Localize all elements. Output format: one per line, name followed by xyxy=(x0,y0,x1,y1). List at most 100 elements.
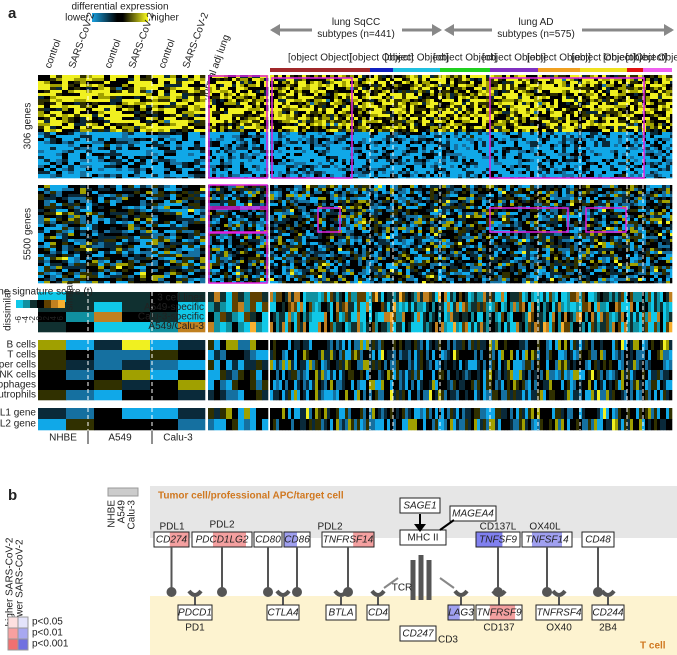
heat-cell xyxy=(240,153,245,157)
heat-cell xyxy=(414,171,419,175)
heat-cell xyxy=(176,162,183,166)
heat-cell xyxy=(322,141,327,145)
heat-cell xyxy=(450,84,455,88)
heat-cell xyxy=(602,156,607,160)
heat-cell xyxy=(342,81,347,85)
heat-cell xyxy=(554,87,559,91)
heat-cell xyxy=(574,93,579,97)
heat-cell xyxy=(518,102,523,106)
heat-cell xyxy=(92,141,99,145)
heat-cell xyxy=(434,129,439,133)
heat-cell xyxy=(462,159,467,163)
heat-cell xyxy=(282,171,287,175)
heat-cell xyxy=(546,144,551,148)
heat-cell xyxy=(274,174,279,178)
heat-cell xyxy=(228,96,233,100)
heat-cell xyxy=(602,174,607,178)
heat-cell xyxy=(236,126,241,130)
heat-cell xyxy=(244,159,249,163)
heat-cell xyxy=(394,93,399,97)
heat-cell xyxy=(378,99,383,103)
heat-cell xyxy=(418,150,423,154)
heat-cell xyxy=(264,156,269,160)
heat-cell xyxy=(614,132,619,136)
heat-cell xyxy=(256,108,261,112)
heat-cell xyxy=(586,114,591,118)
heat-cell xyxy=(158,174,165,178)
heat-cell xyxy=(506,75,511,79)
heat-cell xyxy=(354,87,359,91)
heat-cell xyxy=(566,168,571,172)
heat-cell xyxy=(550,114,555,118)
heat-cell xyxy=(586,159,591,163)
heat-cell xyxy=(370,162,375,166)
heat-cell xyxy=(274,165,279,169)
heat-cell xyxy=(110,117,117,121)
heat-cell xyxy=(598,165,603,169)
heat-cell xyxy=(570,156,575,160)
heat-cell xyxy=(514,174,519,178)
heat-cell xyxy=(128,117,135,121)
heat-cell xyxy=(310,90,315,94)
heat-cell xyxy=(248,105,253,109)
heat-cell xyxy=(430,126,435,130)
heat-cell xyxy=(462,150,467,154)
heat-cell xyxy=(558,87,563,91)
heat-cell xyxy=(498,84,503,88)
heat-cell xyxy=(658,81,663,85)
heat-cell xyxy=(506,111,511,115)
heat-cell xyxy=(366,84,371,88)
heat-cell xyxy=(152,162,159,166)
heat-cell xyxy=(638,96,643,100)
heat-cell xyxy=(626,174,631,178)
heat-cell xyxy=(146,99,153,103)
heat-cell xyxy=(426,174,431,178)
heat-cell xyxy=(658,147,663,151)
heat-cell xyxy=(212,105,217,109)
heat-cell xyxy=(622,174,627,178)
heat-cell xyxy=(630,129,635,133)
heat-cell xyxy=(510,117,515,121)
heat-cell xyxy=(182,150,189,154)
heat-cell xyxy=(466,132,471,136)
heat-cell xyxy=(598,156,603,160)
heat-cell xyxy=(470,78,475,82)
heat-cell xyxy=(208,111,213,115)
heat-cell xyxy=(236,138,241,142)
heat-cell xyxy=(326,168,331,172)
heat-cell xyxy=(170,132,177,136)
heat-cell xyxy=(646,168,651,172)
heat-cell xyxy=(62,150,69,154)
heat-cell xyxy=(414,153,419,157)
heat-cell xyxy=(80,141,87,145)
heat-cell xyxy=(518,93,523,97)
heat-cell xyxy=(370,96,375,100)
heat-cell xyxy=(526,141,531,145)
heat-cell xyxy=(92,171,99,175)
heat-cell xyxy=(450,87,455,91)
heat-cell xyxy=(322,165,327,169)
heat-cell xyxy=(74,102,81,106)
heat-cell xyxy=(282,90,287,94)
heat-cell xyxy=(586,78,591,82)
heat-cell xyxy=(314,111,319,115)
heat-cell xyxy=(594,138,599,142)
heat-cell xyxy=(282,168,287,172)
heat-cell xyxy=(286,138,291,142)
heat-cell xyxy=(542,84,547,88)
heat-cell xyxy=(458,111,463,115)
heat-cell xyxy=(110,84,117,88)
heat-cell xyxy=(570,150,575,154)
heat-cell xyxy=(188,114,195,118)
heat-cell xyxy=(56,78,63,82)
heat-cell xyxy=(98,96,105,100)
heat-cell xyxy=(594,78,599,82)
heat-cell xyxy=(164,123,171,127)
heat-cell xyxy=(224,135,229,139)
heat-cell xyxy=(622,123,627,127)
heat-cell xyxy=(264,144,269,148)
heat-cell xyxy=(38,78,45,82)
heat-cell xyxy=(220,108,225,112)
heat-cell xyxy=(494,117,499,121)
heat-cell xyxy=(302,117,307,121)
